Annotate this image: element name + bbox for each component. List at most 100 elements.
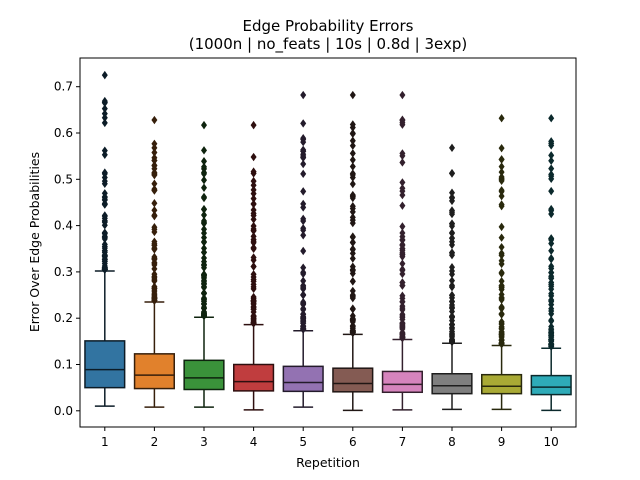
outlier-point [399, 115, 406, 124]
outlier-point [449, 219, 455, 229]
outlier-point [250, 232, 257, 241]
outlier-point [449, 169, 455, 178]
y-tick-label: 0.0 [54, 404, 73, 418]
outlier-point [548, 309, 555, 319]
outlier-point [498, 329, 505, 338]
box-group-3 [183, 120, 225, 408]
outlier-point [151, 225, 158, 234]
outlier-point [250, 167, 257, 176]
x-tick-label: 1 [101, 435, 109, 449]
outlier-point [449, 263, 455, 272]
outlier-point [201, 120, 207, 130]
outlier-point [151, 139, 158, 148]
outlier-point [300, 231, 307, 240]
outlier-point [151, 115, 158, 125]
outlier-point [399, 201, 406, 210]
outlier-point [498, 318, 505, 328]
y-tick-label: 0.1 [54, 357, 73, 371]
box-iqr [183, 359, 225, 391]
outlier-point [449, 233, 455, 243]
outlier-point [349, 315, 356, 324]
outlier-point [250, 243, 257, 252]
outlier-point [349, 179, 356, 189]
outlier-point [449, 270, 455, 279]
outlier-point [300, 145, 307, 155]
outlier-point [498, 143, 505, 153]
outlier-point [498, 113, 505, 123]
x-tick-label: 3 [200, 435, 208, 449]
y-tick-label: 0.6 [54, 126, 73, 140]
outlier-point [498, 186, 505, 195]
outlier-point [101, 200, 108, 209]
outlier-point [349, 286, 356, 296]
outlier-point [498, 335, 505, 344]
outlier-point [399, 184, 406, 193]
outlier-point [548, 280, 555, 289]
outlier-point [498, 269, 505, 278]
outlier-point [300, 187, 307, 196]
outlier-point [399, 235, 406, 244]
outlier-point [250, 205, 257, 215]
outlier-point [498, 242, 505, 252]
outlier-point [349, 193, 356, 203]
outlier-point [399, 151, 406, 161]
outlier-point [349, 120, 356, 129]
outlier-point [449, 293, 455, 303]
outlier-point [349, 321, 356, 330]
outlier-point [201, 289, 207, 298]
outlier-point [300, 298, 307, 308]
outlier-point [101, 259, 108, 268]
outlier-point [449, 337, 455, 346]
outlier-point [151, 148, 158, 157]
box-group-2 [133, 115, 175, 408]
outlier-point [399, 222, 406, 231]
outlier-point [101, 168, 108, 177]
outlier-point [548, 246, 555, 255]
box-iqr [381, 370, 423, 394]
outlier-point [300, 225, 307, 235]
outlier-point [300, 321, 307, 331]
outlier-point [498, 222, 505, 232]
outlier-point [101, 211, 108, 220]
outlier-point [101, 242, 108, 251]
outlier-point [449, 327, 455, 336]
outlier-point [300, 290, 307, 299]
outlier-point [250, 181, 257, 190]
outlier-point [498, 200, 505, 209]
box-iqr [233, 363, 275, 392]
outlier-point [151, 239, 158, 249]
outlier-point [101, 254, 108, 264]
box-group-4 [233, 120, 275, 411]
box-group-1 [84, 70, 126, 407]
outlier-point [548, 156, 555, 166]
outlier-point [250, 199, 257, 208]
outlier-point [250, 194, 257, 203]
outlier-point [399, 259, 406, 268]
outlier-point [201, 175, 207, 185]
outlier-point [250, 311, 257, 320]
outlier-point [151, 153, 158, 162]
outlier-point [300, 309, 307, 319]
outlier-point [498, 176, 505, 186]
outlier-point [548, 151, 555, 160]
x-tick-label: 7 [399, 435, 407, 449]
outlier-point [399, 305, 406, 315]
outlier-point [449, 320, 455, 329]
outlier-point [300, 214, 307, 224]
outlier-point [101, 264, 108, 274]
y-axis: 0.0 0.1 0.2 0.3 0.4 0.5 0.6 0.7 [54, 80, 80, 418]
plot-frame [79, 57, 577, 428]
outlier-point [101, 195, 108, 205]
outlier-point [548, 234, 555, 243]
outlier-point [399, 330, 406, 339]
outlier-point [399, 320, 406, 329]
outlier-point [498, 259, 505, 269]
box-iqr [431, 373, 473, 395]
outlier-point [201, 311, 207, 320]
outlier-point [548, 273, 555, 283]
outlier-point [349, 155, 356, 165]
outlier-point [548, 254, 555, 263]
box-iqr [481, 373, 523, 395]
outlier-point [548, 174, 555, 184]
